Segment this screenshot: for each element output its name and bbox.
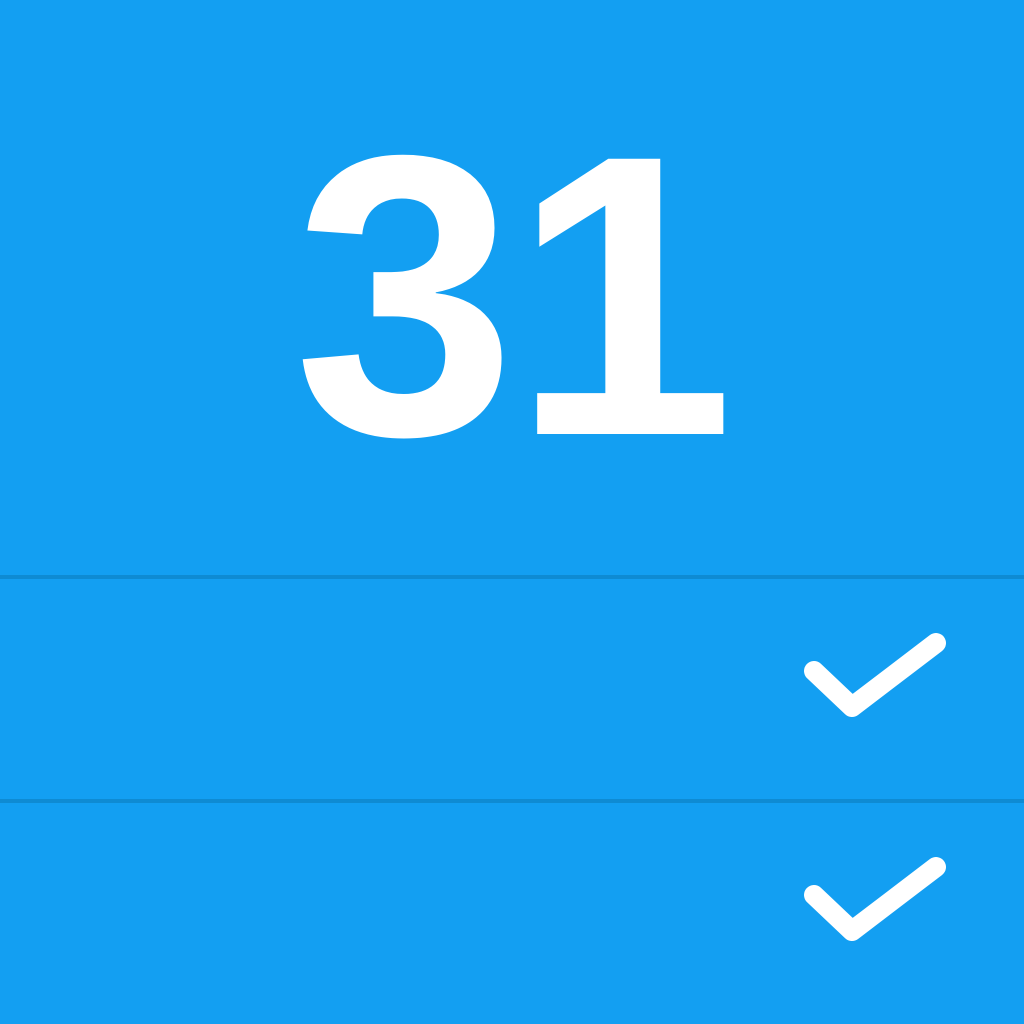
divider bbox=[0, 575, 1024, 579]
list-item[interactable] bbox=[0, 579, 1024, 799]
list-item[interactable] bbox=[0, 803, 1024, 1023]
date-header: 31 bbox=[293, 72, 735, 519]
divider bbox=[0, 799, 1024, 803]
checkmark-icon bbox=[804, 857, 946, 941]
day-number: 31 bbox=[293, 72, 735, 519]
checkmark-icon bbox=[804, 633, 946, 717]
